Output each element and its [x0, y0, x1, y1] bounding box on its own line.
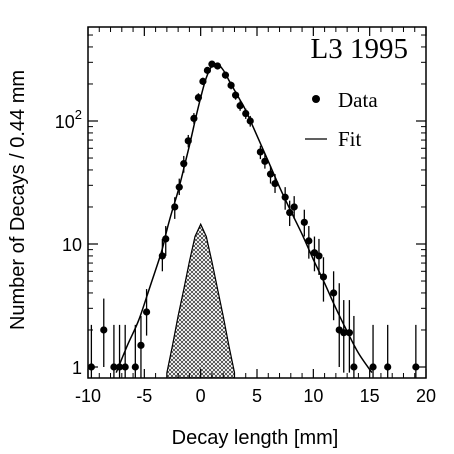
data-point: [412, 363, 420, 371]
x-tick-label: 10: [303, 386, 323, 406]
x-tick-label: 20: [416, 386, 436, 406]
data-point: [221, 71, 230, 79]
y-tick-label: 10: [62, 235, 82, 255]
data-point: [319, 273, 328, 281]
data-point: [162, 235, 170, 243]
resolution-hatched-area: [166, 222, 236, 378]
data-point: [203, 66, 212, 74]
data-point: [246, 117, 254, 125]
legend-fit-label: Fit: [338, 127, 362, 151]
y-axis-label: Number of Decays / 0.44 mm: [7, 70, 29, 330]
data-point: [199, 77, 207, 85]
data-point: [137, 341, 145, 349]
legend-data-marker: [312, 95, 320, 103]
y-tick-label: 1: [72, 358, 82, 378]
data-point: [142, 308, 151, 316]
data-point: [100, 326, 108, 334]
data-point: [242, 109, 250, 118]
fit-curve: [115, 63, 373, 374]
chart-title: L3 1995: [311, 33, 408, 65]
data-point: [286, 209, 294, 217]
data-point: [290, 203, 298, 211]
data-point: [261, 157, 269, 165]
plot-frame: [87, 26, 427, 379]
data-point: [175, 183, 183, 191]
data-point: [330, 289, 338, 297]
data-point: [110, 363, 118, 371]
x-axis-label: Decay length [mm]: [172, 427, 339, 449]
axis-ticks: [87, 27, 427, 378]
data-point: [266, 170, 275, 178]
x-tick-label: 0: [196, 386, 206, 406]
data-point: [171, 203, 179, 211]
data-point: [180, 160, 188, 168]
x-tick-label: -5: [136, 386, 152, 406]
data-point: [231, 91, 240, 99]
data-point: [131, 363, 139, 371]
data-point: [121, 363, 129, 371]
data-point: [256, 148, 264, 156]
plot-area: [88, 60, 420, 378]
data-point: [227, 81, 235, 89]
data-point: [345, 329, 353, 337]
data-point: [213, 62, 222, 70]
data-point: [184, 137, 192, 145]
data-point: [300, 218, 308, 226]
x-tick-label: 5: [252, 386, 262, 406]
data-point: [340, 329, 348, 337]
data-point: [305, 237, 313, 245]
data-point: [281, 193, 289, 201]
data-point: [350, 363, 358, 371]
legend: Data Fit: [305, 88, 378, 151]
y-tick-label: 102: [55, 107, 82, 132]
data-point: [315, 252, 323, 260]
x-tick-label: 15: [360, 386, 380, 406]
data-point: [384, 363, 392, 371]
legend-data-label: Data: [338, 88, 378, 112]
x-tick-label: -10: [75, 386, 101, 406]
data-point: [369, 363, 377, 371]
data-point: [208, 60, 216, 68]
data-point: [236, 102, 244, 110]
data-point: [194, 93, 203, 102]
data-point: [115, 363, 124, 371]
data-point: [271, 179, 279, 188]
data-point: [158, 252, 166, 260]
data-point: [190, 114, 198, 122]
